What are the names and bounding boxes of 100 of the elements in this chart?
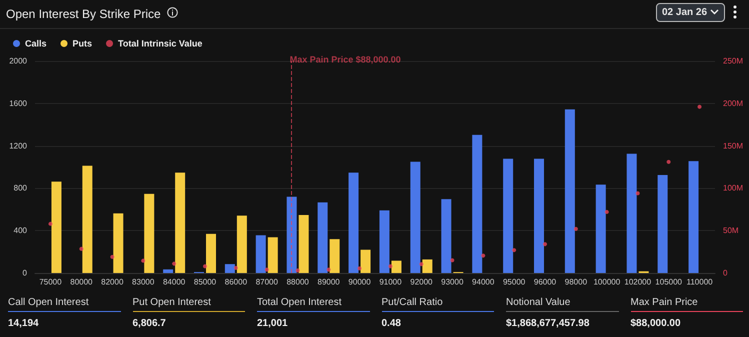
point bbox=[203, 264, 207, 268]
point bbox=[326, 268, 331, 272]
bar bbox=[441, 199, 452, 273]
point bbox=[666, 160, 671, 164]
bar bbox=[410, 162, 420, 273]
bar bbox=[658, 174, 668, 273]
point bbox=[388, 264, 392, 268]
point bbox=[481, 254, 486, 258]
x-tick-label: 92000 bbox=[410, 278, 434, 286]
point bbox=[419, 262, 424, 266]
point bbox=[79, 246, 84, 251]
x-tick-label: 91000 bbox=[379, 278, 402, 286]
text: 6,806.7 bbox=[132, 318, 167, 329]
point bbox=[604, 210, 609, 214]
text: Call Open Interest bbox=[8, 297, 120, 312]
bar bbox=[286, 196, 297, 273]
bar bbox=[503, 158, 514, 273]
y-tick-label: 0 bbox=[22, 268, 28, 278]
x-tick-label: 84000 bbox=[162, 278, 186, 286]
bar bbox=[224, 264, 235, 273]
text: $88,000.00 bbox=[630, 318, 682, 329]
x-tick-label: 98000 bbox=[564, 278, 588, 286]
point bbox=[543, 242, 547, 246]
text: Max Pain Price bbox=[630, 297, 743, 312]
point bbox=[698, 104, 702, 109]
x-tick-label: 87000 bbox=[256, 278, 278, 286]
bar bbox=[330, 239, 340, 273]
x-tick-label: 90000 bbox=[348, 278, 372, 286]
bar bbox=[379, 210, 390, 273]
legend-label: Puts bbox=[72, 38, 92, 48]
y2-tick-label: 0 bbox=[723, 268, 728, 278]
bar bbox=[175, 172, 186, 273]
y2-tick-label: 100M bbox=[723, 184, 744, 193]
bar bbox=[688, 161, 699, 273]
text: 0.48 bbox=[382, 318, 402, 329]
bar bbox=[82, 166, 92, 273]
point bbox=[512, 248, 516, 252]
bar bbox=[348, 172, 359, 273]
y2-tick-label: 50M bbox=[723, 226, 739, 236]
text: $1,868,677,457.98 bbox=[506, 318, 590, 329]
x-tick-label: 110000 bbox=[686, 278, 714, 286]
bar bbox=[163, 269, 174, 273]
point bbox=[141, 258, 146, 263]
x-tick-label: 86000 bbox=[224, 278, 248, 286]
legend-label: Total Intrinsic Value bbox=[118, 38, 202, 48]
x-tick-label: 94000 bbox=[472, 278, 495, 286]
bar bbox=[534, 158, 544, 273]
chart-title: Open Interest By Strike Price bbox=[6, 7, 161, 21]
bar bbox=[236, 216, 247, 273]
legend-label: Calls bbox=[25, 38, 47, 48]
text: Put Open Interest bbox=[132, 297, 245, 312]
x-tick-label: 100000 bbox=[593, 278, 621, 286]
x-tick-label: 83000 bbox=[132, 278, 155, 286]
x-tick-label: 85000 bbox=[194, 278, 217, 286]
y2-tick-label: 200M bbox=[723, 98, 744, 108]
bar bbox=[298, 215, 309, 273]
point bbox=[296, 268, 300, 272]
text: Put/Call Ratio bbox=[382, 297, 494, 312]
point bbox=[574, 226, 578, 231]
text: 14,194 bbox=[8, 318, 40, 329]
point bbox=[264, 268, 269, 272]
bar bbox=[626, 154, 637, 273]
point bbox=[48, 222, 52, 226]
bar bbox=[360, 250, 371, 273]
x-tick-label: 96000 bbox=[534, 278, 557, 286]
bar bbox=[144, 194, 154, 273]
ref-line-label: Max Pain Price $88,000.00 bbox=[290, 54, 401, 64]
x-tick-label: 93000 bbox=[441, 278, 464, 286]
text: Total Open Interest bbox=[257, 297, 370, 312]
bar bbox=[472, 134, 482, 273]
bar bbox=[113, 213, 124, 273]
text: 21,001 bbox=[257, 318, 289, 329]
bar bbox=[268, 237, 278, 273]
date-dropdown: 02 Jan 26 bbox=[656, 3, 725, 22]
y2-tick-label: 150M bbox=[723, 141, 744, 150]
y2-tick-label: 250M bbox=[723, 56, 744, 66]
point bbox=[234, 266, 238, 270]
x-tick-label: 82000 bbox=[101, 278, 124, 286]
bar bbox=[422, 259, 432, 273]
x-tick-label: 95000 bbox=[502, 278, 526, 286]
bar bbox=[391, 260, 402, 273]
bar bbox=[596, 184, 606, 273]
x-tick-label: 88000 bbox=[286, 278, 310, 286]
point bbox=[358, 266, 362, 270]
bar bbox=[256, 235, 266, 273]
bar bbox=[51, 182, 62, 273]
y-tick-label: 2000 bbox=[9, 56, 28, 66]
bar bbox=[564, 109, 575, 273]
y-tick-label: 800 bbox=[14, 184, 28, 193]
point bbox=[110, 254, 114, 259]
text: Notional Value bbox=[506, 297, 618, 312]
x-tick-label: 102000 bbox=[624, 278, 652, 286]
x-tick-label: 75000 bbox=[39, 278, 62, 286]
x-tick-label: 80000 bbox=[70, 278, 94, 286]
point bbox=[172, 262, 176, 266]
x-tick-label: 105000 bbox=[655, 278, 683, 286]
point bbox=[636, 191, 640, 196]
y-tick-label: 1600 bbox=[9, 98, 28, 108]
y-tick-label: 1200 bbox=[9, 141, 28, 150]
y-tick-label: 400 bbox=[14, 226, 28, 236]
